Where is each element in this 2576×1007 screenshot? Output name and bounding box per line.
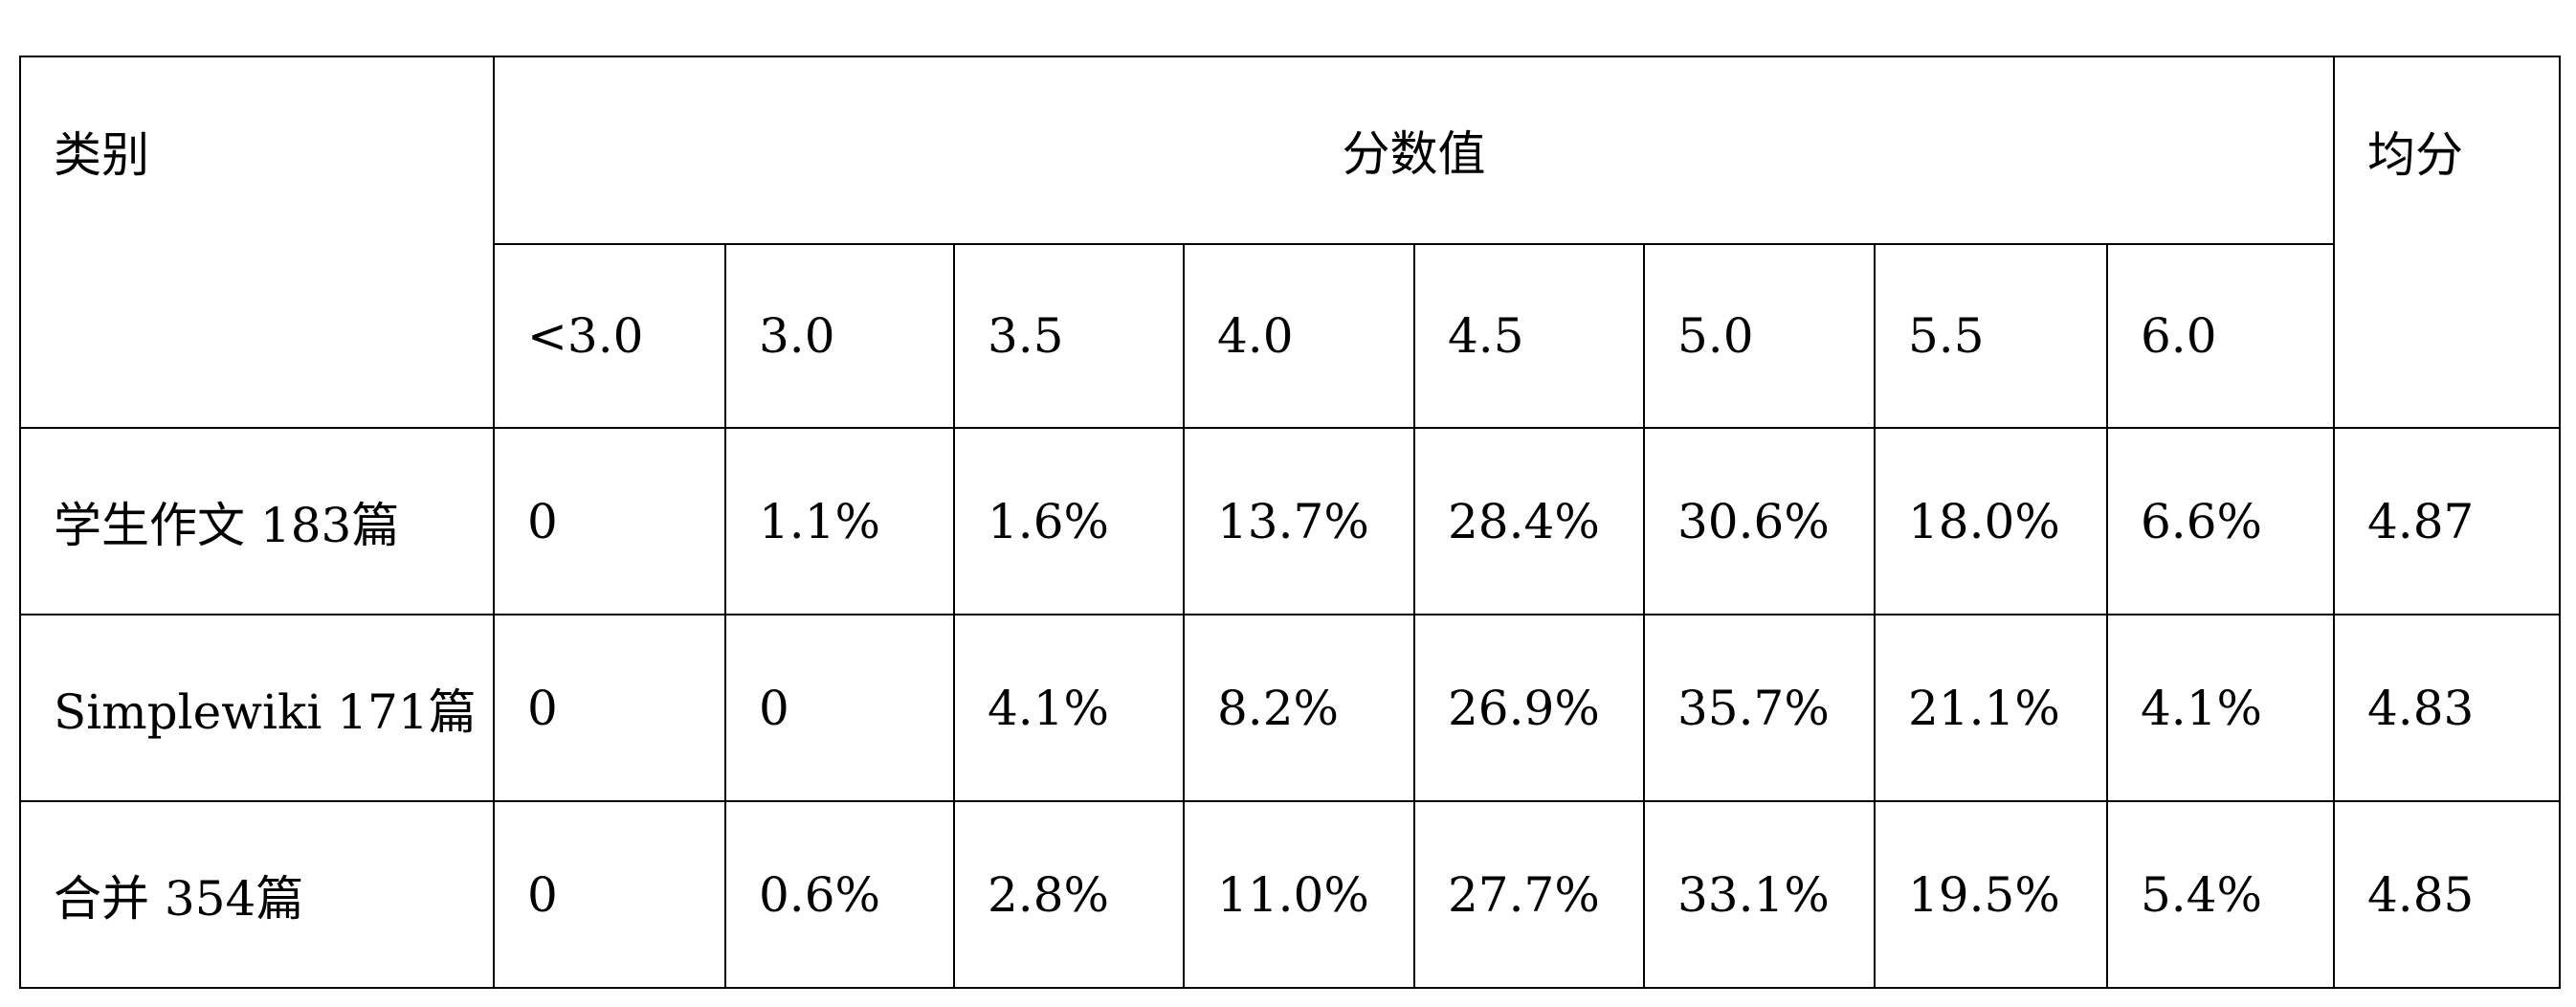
score-column-header: 4.5 [1413, 243, 1645, 429]
percentage-cell: 28.4% [1413, 427, 1645, 615]
percentage-cell: 0 [493, 427, 726, 615]
average-header: 均分 [2333, 56, 2561, 429]
score-group-header: 分数值 [493, 56, 2335, 245]
category-cell: Simplewiki 171篇 [19, 614, 495, 802]
percentage-cell: 8.2% [1183, 614, 1415, 802]
percentage-cell: 21.1% [1874, 614, 2108, 802]
category-cell: 学生作文 183篇 [19, 427, 495, 615]
percentage-cell: 5.4% [2106, 800, 2335, 989]
score-column-header: <3.0 [493, 243, 726, 429]
percentage-cell: 33.1% [1643, 800, 1876, 989]
percentage-cell: 2.8% [953, 800, 1185, 989]
percentage-cell: 30.6% [1643, 427, 1876, 615]
table-row: Simplewiki 171篇 0 0 4.1% 8.2% 26.9% 35.7… [19, 614, 2561, 802]
category-header: 类别 [19, 56, 495, 429]
percentage-cell: 13.7% [1183, 427, 1415, 615]
score-column-header: 6.0 [2106, 243, 2335, 429]
percentage-cell: 0 [724, 614, 955, 802]
score-distribution-table: 类别 分数值 均分 <3.0 3.0 3.5 4.0 4.5 5.0 5.5 6… [19, 56, 2561, 989]
category-cell: 合并 354篇 [19, 800, 495, 989]
percentage-cell: 1.6% [953, 427, 1185, 615]
average-cell: 4.87 [2333, 427, 2561, 615]
percentage-cell: 6.6% [2106, 427, 2335, 615]
header-row-scores: <3.0 3.0 3.5 4.0 4.5 5.0 5.5 6.0 [20, 243, 2560, 429]
percentage-cell: 35.7% [1643, 614, 1876, 802]
percentage-cell: 4.1% [2106, 614, 2335, 802]
percentage-cell: 0.6% [724, 800, 955, 989]
score-column-header: 4.0 [1183, 243, 1415, 429]
table-row: 学生作文 183篇 0 1.1% 1.6% 13.7% 28.4% 30.6% … [19, 427, 2561, 615]
average-cell: 4.85 [2333, 800, 2561, 989]
score-column-header: 3.0 [724, 243, 955, 429]
score-column-header: 5.0 [1643, 243, 1876, 429]
percentage-cell: 4.1% [953, 614, 1185, 802]
percentage-cell: 1.1% [724, 427, 955, 615]
score-column-header: 3.5 [953, 243, 1185, 429]
percentage-cell: 27.7% [1413, 800, 1645, 989]
percentage-cell: 0 [493, 800, 726, 989]
header-row-top: 类别 分数值 均分 [19, 56, 2561, 429]
percentage-cell: 19.5% [1874, 800, 2108, 989]
percentage-cell: 0 [493, 614, 726, 802]
score-column-header: 5.5 [1874, 243, 2108, 429]
percentage-cell: 18.0% [1874, 427, 2108, 615]
percentage-cell: 11.0% [1183, 800, 1415, 989]
table-row: 合并 354篇 0 0.6% 2.8% 11.0% 27.7% 33.1% 19… [19, 800, 2561, 989]
average-cell: 4.83 [2333, 614, 2561, 802]
percentage-cell: 26.9% [1413, 614, 1645, 802]
